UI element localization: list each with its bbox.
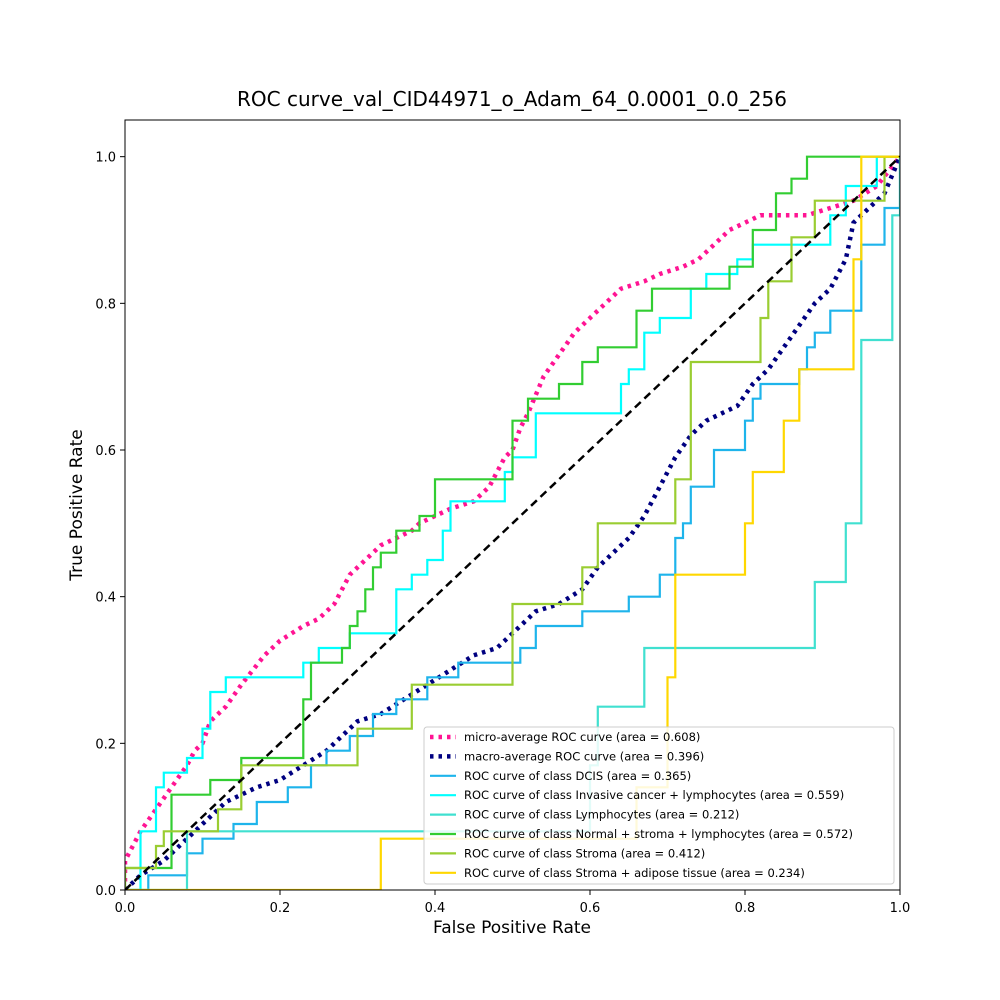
series-5-roc-curve-of-class-normal-stroma-lymphoc-line	[125, 155, 900, 890]
series-6-roc-curve-of-class-stroma-area-0-412-line	[125, 155, 900, 890]
legend-label: ROC curve of class DCIS (area = 0.365)	[464, 769, 691, 783]
y-tick-label: 0.6	[95, 444, 116, 459]
y-tick-label: 0.4	[95, 591, 116, 606]
series-1-macro-average-roc-curve-area-0-396-line	[125, 155, 900, 890]
legend-label: ROC curve of class Stroma (area = 0.412)	[464, 846, 705, 860]
y-tick-label: 1.0	[95, 151, 116, 166]
series-8-chance-line	[125, 155, 900, 890]
x-tick-label: 0.8	[735, 901, 756, 916]
y-tick-label: 0.8	[95, 297, 116, 312]
legend: micro-average ROC curve (area = 0.608) ma…	[423, 726, 895, 885]
legend-label: macro-average ROC curve (area = 0.396)	[464, 749, 704, 763]
series-4-roc-curve-of-class-lymphocytes-area-0-21-line	[125, 156, 900, 890]
series-3-roc-curve-of-class-invasive-cancer-lymph-line	[125, 155, 900, 890]
legend-label: ROC curve of class Stroma + adipose tiss…	[464, 866, 805, 880]
x-tick-label: 1.0	[890, 901, 911, 916]
y-tick-label: 0.2	[95, 737, 116, 752]
legend-label: micro-average ROC curve (area = 0.608)	[464, 730, 700, 744]
x-axis-ticks: 0.0 0.2 0.4 0.6 0.8 1.0	[115, 890, 911, 916]
legend-label: ROC curve of class Lymphocytes (area = 0…	[464, 808, 739, 822]
x-axis-label: False Positive Rate	[433, 918, 591, 938]
y-axis-ticks: 0.0 0.2 0.4 0.6 0.8 1.0	[95, 151, 125, 899]
x-tick-label: 0.0	[115, 901, 136, 916]
series-2-roc-curve-of-class-dcis-area-0-365-line	[125, 156, 900, 890]
x-tick-label: 0.2	[270, 901, 291, 916]
legend-box	[423, 726, 895, 885]
y-axis-label: True Positive Rate	[67, 429, 87, 581]
x-tick-label: 0.6	[580, 901, 601, 916]
legend-label: ROC curve of class Normal + stroma + lym…	[464, 827, 853, 841]
plot-frame	[124, 119, 901, 891]
x-tick-label: 0.4	[425, 901, 446, 916]
legend-label: ROC curve of class Invasive cancer + lym…	[464, 788, 844, 802]
chart-title: ROC curve_val_CID44971_o_Adam_64_0.0001_…	[237, 87, 787, 111]
y-tick-label: 0.0	[95, 884, 116, 899]
